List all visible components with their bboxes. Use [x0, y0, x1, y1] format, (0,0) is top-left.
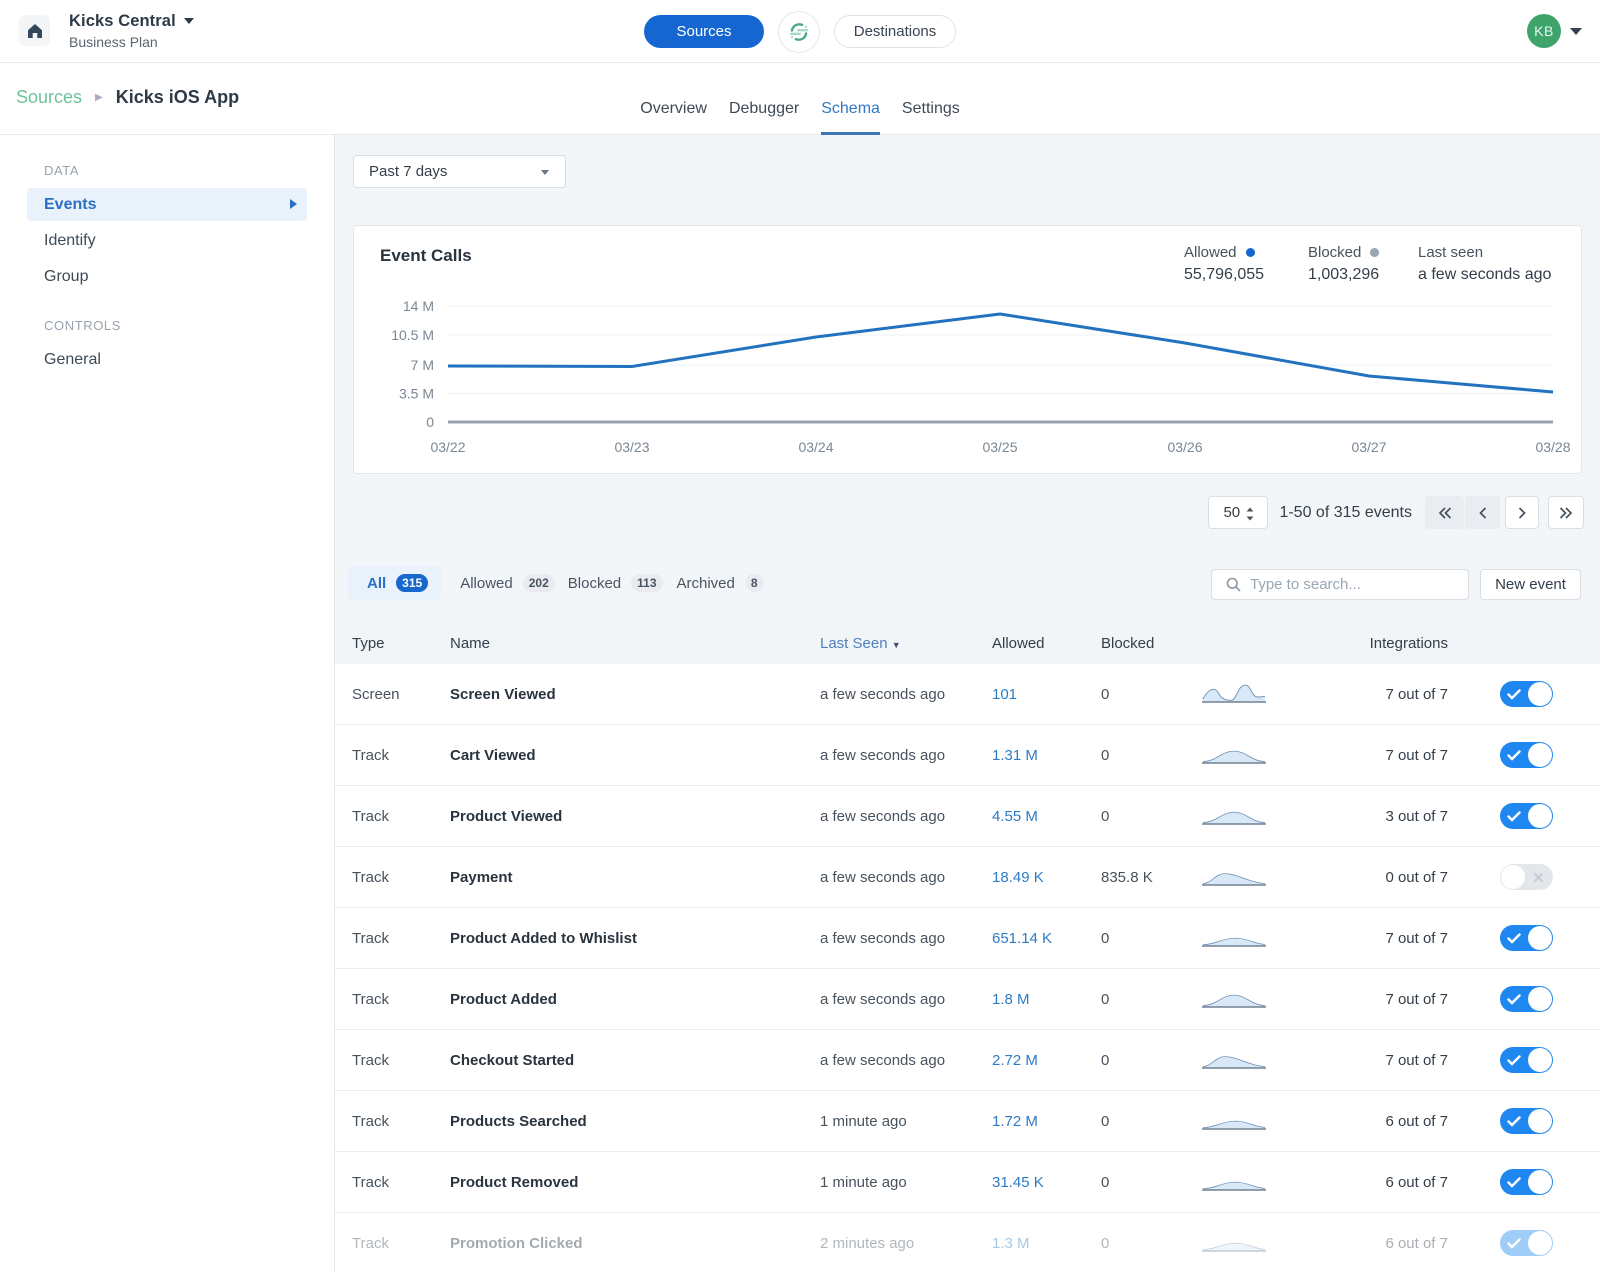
- svg-text:3.5 M: 3.5 M: [399, 386, 434, 402]
- svg-text:10.5 M: 10.5 M: [391, 327, 434, 343]
- svg-text:7 M: 7 M: [411, 357, 434, 373]
- svg-text:03/28: 03/28: [1535, 439, 1570, 455]
- svg-text:03/27: 03/27: [1351, 439, 1386, 455]
- svg-text:03/23: 03/23: [614, 439, 649, 455]
- svg-text:03/25: 03/25: [982, 439, 1017, 455]
- svg-text:03/26: 03/26: [1167, 439, 1202, 455]
- svg-text:0: 0: [426, 414, 434, 430]
- svg-text:03/22: 03/22: [430, 439, 465, 455]
- svg-text:14 M: 14 M: [403, 298, 434, 314]
- svg-text:03/24: 03/24: [798, 439, 833, 455]
